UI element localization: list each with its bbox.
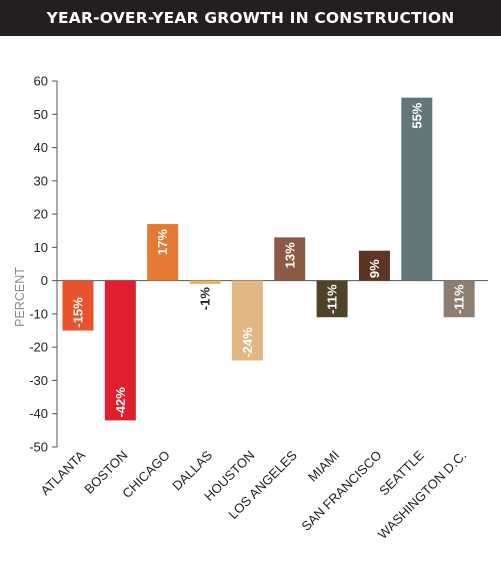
bar — [358, 250, 390, 281]
bar — [316, 280, 348, 318]
y-tick-label: 50 — [34, 107, 48, 122]
x-tick-label: SAN FRANCISCO — [298, 448, 384, 534]
chart-title-bar: YEAR-OVER-YEAR GROWTH IN CONSTRUCTION — [0, 0, 501, 36]
y-tick-label: 40 — [34, 140, 48, 155]
bar-data-label: -11% — [452, 284, 467, 314]
bar — [189, 280, 221, 284]
bar-data-label: 17% — [155, 229, 170, 255]
bar — [147, 224, 179, 281]
bar — [274, 237, 306, 281]
y-tick-label: 60 — [34, 74, 48, 89]
y-tick-label: -40 — [29, 406, 48, 421]
bar — [401, 97, 433, 281]
bar — [231, 280, 263, 361]
y-tick-label: 20 — [34, 207, 48, 222]
bar-data-label: 9% — [367, 259, 382, 278]
y-tick-label: -10 — [29, 306, 48, 321]
chart-area: 60 50 40 30 20 10 0 -10 -20 -30 -40 -50 PERCENT -15% -… — [0, 36, 501, 557]
y-tick-label: -20 — [29, 340, 48, 355]
bar-data-label: -11% — [325, 284, 340, 314]
bar — [62, 280, 94, 331]
y-axis-title: PERCENT — [13, 267, 27, 327]
y-tick-label: -30 — [29, 373, 48, 388]
x-tick-label: ATLANTA — [37, 447, 88, 498]
bar-chart: 60 50 40 30 20 10 0 -10 -20 -30 -40 -50 PERCENT -15% -… — [13, 74, 488, 542]
x-tick-label: MIAMI — [305, 448, 342, 485]
bar-data-label: -42% — [113, 387, 128, 418]
bar-data-label: -1% — [198, 287, 213, 311]
bar — [443, 280, 475, 318]
bar-data-label: -24% — [240, 327, 255, 358]
y-tick-label: 0 — [41, 273, 48, 288]
y-tick-label: 30 — [34, 173, 48, 188]
y-tick-label: 10 — [34, 240, 48, 255]
bar — [104, 280, 136, 421]
bar-data-label: 13% — [282, 242, 297, 268]
bar-data-label: 55% — [409, 102, 424, 128]
chart-title: YEAR-OVER-YEAR GROWTH IN CONSTRUCTION — [46, 9, 455, 27]
y-tick-label: -50 — [29, 440, 48, 455]
bar-data-label: -15% — [71, 297, 86, 328]
